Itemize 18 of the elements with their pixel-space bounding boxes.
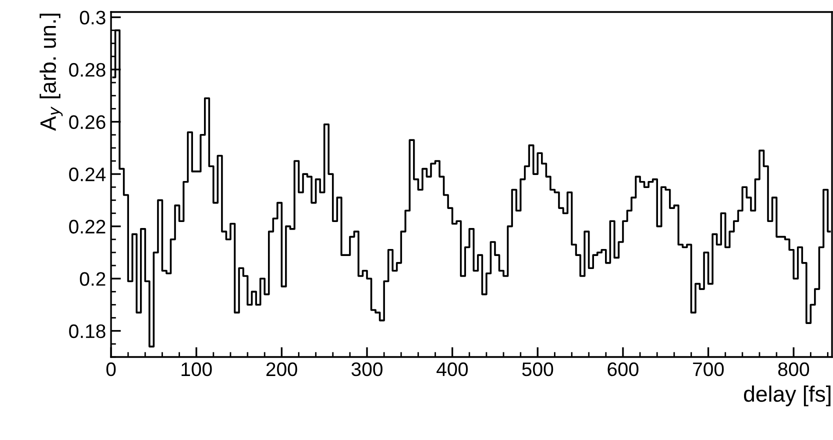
- x-tick-label: 100: [182, 362, 212, 376]
- y-tick-label: 0.28: [69, 62, 106, 77]
- y-tick-label: 0.26: [69, 115, 106, 130]
- x-tick-label: 700: [693, 362, 724, 376]
- y-tick-label: 0.18: [69, 324, 106, 338]
- x-tick-label: 500: [522, 362, 554, 376]
- y-tick-label: 0.24: [69, 168, 106, 182]
- x-axis-title: delay [fs]: [744, 386, 830, 406]
- y-tick-label: 0.2: [80, 272, 106, 286]
- y-tick-label: 0.22: [69, 220, 106, 234]
- y-tick-label: 0.3: [80, 10, 106, 24]
- x-tick-label: 200: [266, 362, 298, 376]
- y-axis-title: A$_{y}$ [arb. un.]: [40, 14, 63, 131]
- x-tick-label: 600: [608, 362, 638, 376]
- x-tick-label: 300: [352, 362, 382, 376]
- x-tick-label: 800: [778, 362, 810, 376]
- x-tick-label: 0: [106, 362, 116, 376]
- x-tick-label: 400: [436, 362, 468, 376]
